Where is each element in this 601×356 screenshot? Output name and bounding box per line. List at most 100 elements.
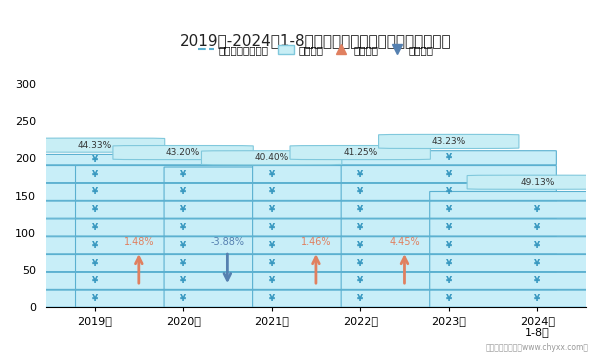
Text: ¥: ¥ <box>91 155 97 164</box>
Text: ¥: ¥ <box>91 241 97 250</box>
Text: ¥: ¥ <box>269 187 275 197</box>
FancyBboxPatch shape <box>113 146 253 159</box>
FancyBboxPatch shape <box>430 201 601 218</box>
Text: ¥: ¥ <box>180 187 186 197</box>
FancyBboxPatch shape <box>164 167 379 183</box>
Text: 1.48%: 1.48% <box>124 237 154 247</box>
Text: ¥: ¥ <box>91 276 97 286</box>
FancyBboxPatch shape <box>252 255 468 272</box>
Text: ¥: ¥ <box>446 294 452 303</box>
FancyBboxPatch shape <box>0 255 202 272</box>
Text: ¥: ¥ <box>534 223 540 232</box>
FancyBboxPatch shape <box>341 219 557 236</box>
FancyBboxPatch shape <box>290 146 430 159</box>
Text: 41.25%: 41.25% <box>343 148 377 157</box>
FancyBboxPatch shape <box>467 175 601 189</box>
Text: ¥: ¥ <box>534 276 540 286</box>
Text: ¥: ¥ <box>91 223 97 232</box>
FancyBboxPatch shape <box>25 138 165 152</box>
Text: ¥: ¥ <box>180 276 186 286</box>
Text: ¥: ¥ <box>180 223 186 232</box>
FancyBboxPatch shape <box>341 201 557 218</box>
Legend: 累计保费（亿元）, 寿险占比, 同比增加, 同比减少: 累计保费（亿元）, 寿险占比, 同比增加, 同比减少 <box>194 41 438 59</box>
Text: ¥: ¥ <box>357 223 363 232</box>
Text: ¥: ¥ <box>357 241 363 250</box>
FancyBboxPatch shape <box>430 237 601 254</box>
FancyBboxPatch shape <box>76 166 291 183</box>
Text: ¥: ¥ <box>91 294 97 303</box>
FancyBboxPatch shape <box>201 151 342 165</box>
FancyBboxPatch shape <box>252 166 468 183</box>
Text: 40.40%: 40.40% <box>255 153 288 162</box>
Text: ¥: ¥ <box>269 276 275 286</box>
FancyBboxPatch shape <box>252 290 468 307</box>
Text: ¥: ¥ <box>534 241 540 250</box>
Text: ¥: ¥ <box>269 205 275 214</box>
FancyBboxPatch shape <box>0 290 202 307</box>
FancyBboxPatch shape <box>164 201 379 218</box>
FancyBboxPatch shape <box>341 237 557 254</box>
Text: ¥: ¥ <box>446 276 452 286</box>
FancyBboxPatch shape <box>0 272 202 289</box>
Text: ¥: ¥ <box>180 258 186 268</box>
Text: ¥: ¥ <box>357 187 363 197</box>
Text: ¥: ¥ <box>269 294 275 303</box>
FancyBboxPatch shape <box>252 183 468 200</box>
Text: ¥: ¥ <box>180 169 186 179</box>
Text: 制图：智研咨询（www.chyxx.com）: 制图：智研咨询（www.chyxx.com） <box>486 344 589 352</box>
Title: 2019年-2024年1-8月海南省累计原保险保费收入统计图: 2019年-2024年1-8月海南省累计原保险保费收入统计图 <box>180 33 452 48</box>
Text: 1.46%: 1.46% <box>300 237 331 247</box>
Text: 4.45%: 4.45% <box>389 237 419 247</box>
Text: ¥: ¥ <box>269 170 275 179</box>
FancyBboxPatch shape <box>0 201 202 218</box>
FancyBboxPatch shape <box>0 155 202 165</box>
FancyBboxPatch shape <box>76 219 291 236</box>
FancyBboxPatch shape <box>164 183 379 200</box>
FancyBboxPatch shape <box>341 255 557 272</box>
Text: 44.33%: 44.33% <box>78 141 112 150</box>
Text: ¥: ¥ <box>446 241 452 250</box>
Text: ¥: ¥ <box>91 169 97 179</box>
Text: 43.20%: 43.20% <box>166 148 200 157</box>
Text: ¥: ¥ <box>446 258 452 268</box>
Text: ¥: ¥ <box>269 223 275 232</box>
FancyBboxPatch shape <box>0 219 202 236</box>
FancyBboxPatch shape <box>341 183 557 200</box>
Text: ¥: ¥ <box>534 205 540 214</box>
FancyBboxPatch shape <box>252 272 468 289</box>
Text: ¥: ¥ <box>446 153 452 162</box>
Text: ¥: ¥ <box>534 258 540 268</box>
Text: ¥: ¥ <box>91 187 97 197</box>
FancyBboxPatch shape <box>76 290 291 307</box>
FancyBboxPatch shape <box>430 255 601 272</box>
FancyBboxPatch shape <box>341 166 557 183</box>
FancyBboxPatch shape <box>430 192 601 200</box>
FancyBboxPatch shape <box>430 219 601 236</box>
FancyBboxPatch shape <box>0 237 202 254</box>
FancyBboxPatch shape <box>430 290 601 307</box>
Text: ¥: ¥ <box>446 223 452 232</box>
FancyBboxPatch shape <box>252 219 468 236</box>
FancyBboxPatch shape <box>76 201 291 218</box>
Text: ¥: ¥ <box>180 294 186 303</box>
Text: 49.13%: 49.13% <box>520 178 555 187</box>
FancyBboxPatch shape <box>164 219 379 236</box>
Text: ¥: ¥ <box>357 205 363 214</box>
FancyBboxPatch shape <box>164 272 379 289</box>
FancyBboxPatch shape <box>164 255 379 272</box>
FancyBboxPatch shape <box>341 290 557 307</box>
FancyBboxPatch shape <box>164 237 379 254</box>
FancyBboxPatch shape <box>0 166 202 183</box>
Text: ¥: ¥ <box>357 294 363 303</box>
Text: ¥: ¥ <box>269 241 275 250</box>
FancyBboxPatch shape <box>252 201 468 218</box>
FancyBboxPatch shape <box>341 272 557 289</box>
Text: -3.88%: -3.88% <box>210 237 245 247</box>
FancyBboxPatch shape <box>341 151 557 165</box>
Text: ¥: ¥ <box>446 205 452 214</box>
Text: ¥: ¥ <box>357 169 363 179</box>
Text: ¥: ¥ <box>91 258 97 268</box>
Text: ¥: ¥ <box>446 187 452 197</box>
Text: ¥: ¥ <box>446 169 452 179</box>
FancyBboxPatch shape <box>164 290 379 307</box>
